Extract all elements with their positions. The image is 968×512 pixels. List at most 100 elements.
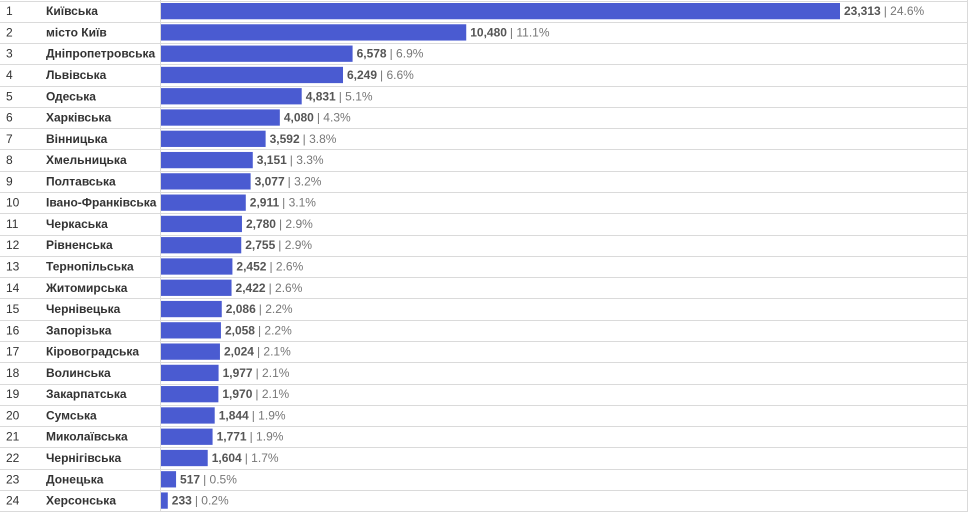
value-label: 1,604	[212, 451, 242, 465]
category-label: Полтавська	[46, 174, 116, 188]
percent-label: | 4.3%	[317, 111, 351, 125]
rank-label: 2	[6, 25, 13, 39]
data-label: 4,831 | 5.1%	[306, 89, 373, 103]
bar	[161, 237, 242, 254]
data-label: 1,844 | 1.9%	[219, 408, 286, 422]
value-label: 23,313	[844, 4, 881, 18]
bar	[161, 428, 213, 445]
value-label: 4,831	[306, 89, 336, 103]
rank-label: 22	[6, 451, 20, 465]
category-label: Кіровоградська	[46, 345, 139, 359]
bar	[161, 449, 208, 467]
value-label: 1,970	[222, 387, 252, 401]
value-label: 2,755	[245, 238, 275, 252]
rank-label: 10	[6, 196, 20, 210]
category-label: Івано-Франківська	[46, 196, 157, 210]
category-label: Київська	[46, 4, 98, 18]
category-label: Донецька	[46, 472, 104, 486]
percent-label: | 2.1%	[256, 366, 290, 380]
bar	[161, 24, 467, 41]
data-label: 4,080 | 4.3%	[284, 111, 351, 125]
percent-label: | 3.2%	[288, 174, 322, 188]
category-label: Рівненська	[46, 238, 113, 252]
rank-label: 20	[6, 408, 20, 422]
percent-label: | 2.9%	[279, 217, 313, 231]
bar	[161, 492, 168, 509]
value-label: 2,058	[225, 323, 255, 337]
data-label: 2,058 | 2.2%	[225, 323, 292, 337]
bar	[161, 471, 177, 488]
bar	[161, 194, 246, 211]
bar	[161, 364, 219, 382]
rank-label: 3	[6, 47, 13, 61]
bar	[161, 322, 221, 339]
value-label: 517	[180, 472, 200, 486]
rank-label: 7	[6, 132, 13, 146]
bar	[161, 151, 253, 169]
percent-label: | 0.2%	[195, 494, 229, 508]
value-label: 2,024	[224, 345, 254, 359]
data-label: 517 | 0.5%	[180, 472, 237, 486]
category-label: Чернігівська	[46, 451, 121, 465]
category-label: Миколаївська	[46, 430, 128, 444]
bar	[161, 258, 233, 275]
percent-label: | 2.1%	[257, 345, 291, 359]
category-label: Одеська	[46, 89, 96, 103]
category-label: Закарпатська	[46, 387, 127, 401]
bar	[161, 109, 280, 126]
rank-label: 8	[6, 153, 13, 167]
rank-label: 17	[6, 345, 20, 359]
rank-label: 11	[6, 217, 19, 231]
bar	[161, 215, 242, 233]
percent-label: | 2.2%	[258, 323, 292, 337]
data-label: 2,452 | 2.6%	[236, 260, 303, 274]
percent-label: | 3.3%	[290, 153, 324, 167]
data-label: 3,077 | 3.2%	[255, 174, 322, 188]
percent-label: | 1.9%	[250, 430, 284, 444]
bar	[161, 3, 840, 20]
data-label: 3,151 | 3.3%	[257, 153, 324, 167]
value-label: 1,771	[217, 430, 247, 444]
rank-label: 24	[6, 494, 20, 508]
bar	[161, 279, 232, 296]
bar	[161, 130, 266, 147]
rank-label: 14	[6, 281, 20, 295]
data-label: 2,911 | 3.1%	[250, 196, 317, 210]
bar	[161, 300, 222, 318]
value-label: 2,086	[226, 302, 256, 316]
percent-label: | 0.5%	[203, 472, 237, 486]
value-label: 2,780	[246, 217, 276, 231]
category-label: Херсонська	[46, 494, 116, 508]
category-label: Житомирська	[45, 281, 128, 295]
rank-label: 13	[6, 260, 20, 274]
category-label: Тернопільська	[46, 260, 134, 274]
value-label: 3,077	[255, 174, 285, 188]
category-label: Львівська	[46, 68, 107, 82]
value-label: 10,480	[470, 25, 507, 39]
rank-label: 6	[6, 111, 13, 125]
rank-label: 9	[6, 174, 13, 188]
value-label: 1,977	[223, 366, 253, 380]
value-label: 1,844	[219, 408, 249, 422]
percent-label: | 3.8%	[303, 132, 337, 146]
value-label: 2,422	[236, 281, 266, 295]
bar	[161, 343, 220, 360]
rank-label: 16	[6, 323, 20, 337]
category-label: Хмельницька	[46, 153, 127, 167]
percent-label: | 2.1%	[255, 387, 289, 401]
percent-label: | 11.1%	[510, 25, 550, 39]
rank-label: 23	[6, 472, 20, 486]
category-label: Черкаська	[46, 217, 108, 231]
category-label: Сумська	[46, 408, 97, 422]
bar	[161, 407, 215, 424]
data-label: 1,604 | 1.7%	[212, 451, 279, 465]
percent-label: | 1.7%	[245, 451, 279, 465]
data-label: 1,970 | 2.1%	[222, 387, 289, 401]
data-label: 1,771 | 1.9%	[217, 430, 284, 444]
bar	[161, 173, 251, 190]
value-label: 2,911	[250, 196, 280, 210]
bar	[161, 66, 344, 84]
chart-rows: 1 Київська 23,313 | 24.6%2 місто Київ 10,480 |…	[6, 3, 925, 509]
